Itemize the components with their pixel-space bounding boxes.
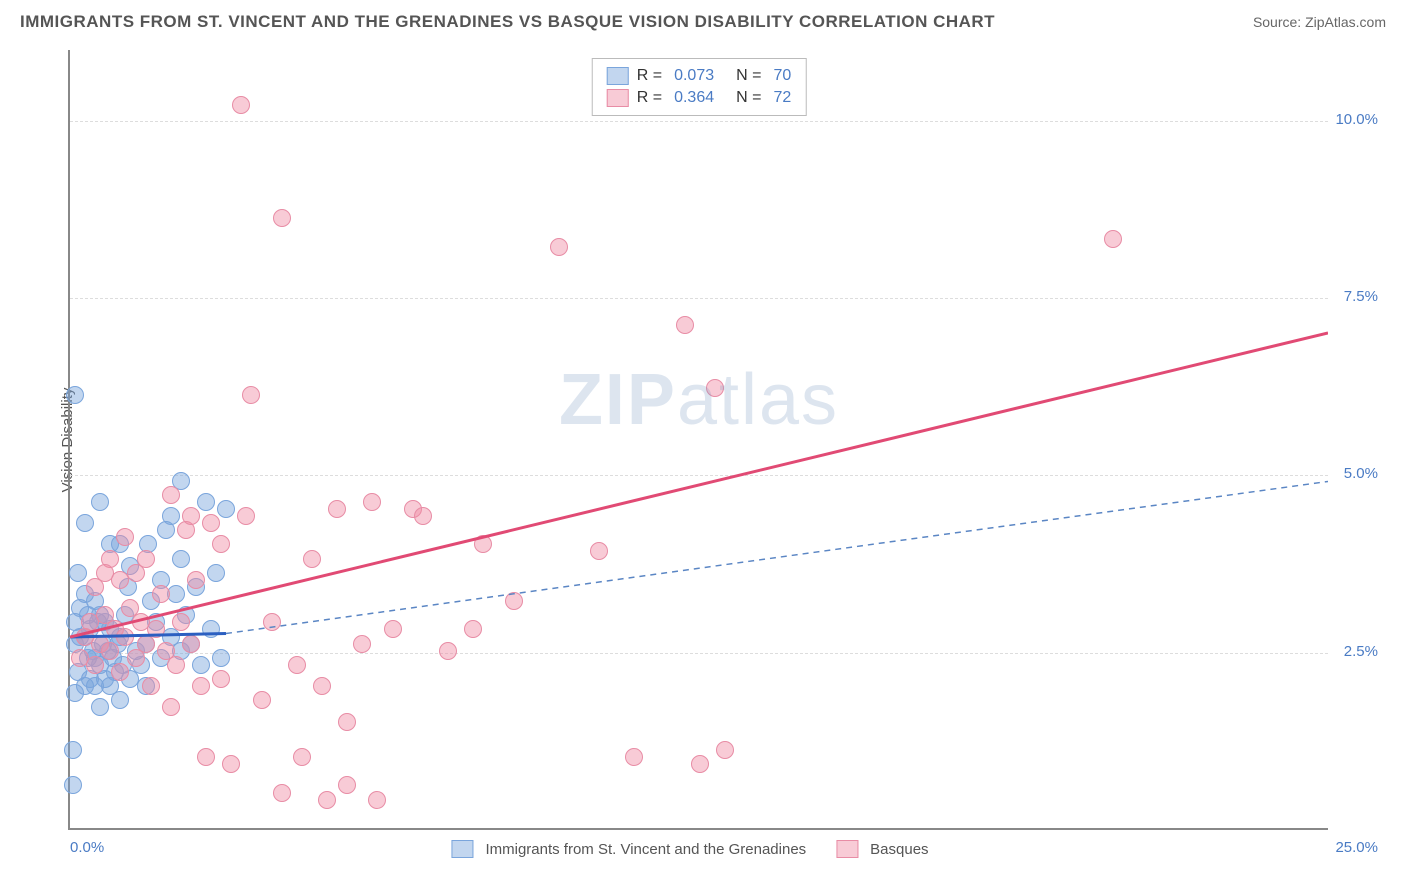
data-point <box>353 635 371 653</box>
legend-series-label: Basques <box>870 841 928 858</box>
data-point <box>147 620 165 638</box>
data-point <box>197 748 215 766</box>
data-point <box>716 741 734 759</box>
data-point <box>212 535 230 553</box>
legend-series-label: Immigrants from St. Vincent and the Gren… <box>485 841 806 858</box>
data-point <box>207 564 225 582</box>
data-point <box>162 486 180 504</box>
source-label: Source: ZipAtlas.com <box>1253 14 1386 30</box>
data-point <box>116 528 134 546</box>
data-point <box>111 663 129 681</box>
data-point <box>182 635 200 653</box>
data-point <box>338 713 356 731</box>
data-point <box>384 620 402 638</box>
data-point <box>237 507 255 525</box>
data-point <box>474 535 492 553</box>
data-point <box>91 493 109 511</box>
data-point <box>202 620 220 638</box>
data-point <box>111 691 129 709</box>
data-point <box>64 776 82 794</box>
data-point <box>273 209 291 227</box>
data-point <box>706 379 724 397</box>
data-point <box>253 691 271 709</box>
data-point <box>273 784 291 802</box>
y-tick-label: 2.5% <box>1344 643 1378 660</box>
chart-area: Vision Disability ZIPatlas R =0.073N =70… <box>50 50 1360 830</box>
legend-row: R =0.364N =72 <box>607 87 792 109</box>
gridline <box>70 121 1328 122</box>
data-point <box>414 507 432 525</box>
watermark: ZIPatlas <box>559 359 839 441</box>
data-point <box>691 755 709 773</box>
data-point <box>172 613 190 631</box>
data-point <box>293 748 311 766</box>
data-point <box>550 238 568 256</box>
data-point <box>86 656 104 674</box>
scatter-plot: ZIPatlas R =0.073N =70R =0.364N =72 0.0%… <box>68 50 1328 830</box>
data-point <box>142 677 160 695</box>
data-point <box>91 698 109 716</box>
data-point <box>162 698 180 716</box>
data-point <box>1104 230 1122 248</box>
data-point <box>76 514 94 532</box>
data-point <box>222 755 240 773</box>
data-point <box>303 550 321 568</box>
data-point <box>288 656 306 674</box>
x-tick-min: 0.0% <box>70 839 104 856</box>
gridline <box>70 475 1328 476</box>
data-point <box>127 564 145 582</box>
data-point <box>313 677 331 695</box>
data-point <box>217 500 235 518</box>
legend-swatch <box>836 840 858 858</box>
data-point <box>152 585 170 603</box>
data-point <box>328 500 346 518</box>
data-point <box>162 507 180 525</box>
data-point <box>590 542 608 560</box>
legend-swatch <box>607 67 629 85</box>
data-point <box>212 670 230 688</box>
data-point <box>464 620 482 638</box>
data-point <box>318 791 336 809</box>
data-point <box>676 316 694 334</box>
series-legend: Immigrants from St. Vincent and the Gren… <box>451 840 946 858</box>
trend-lines <box>70 50 1328 828</box>
data-point <box>66 386 84 404</box>
data-point <box>101 642 119 660</box>
data-point <box>232 96 250 114</box>
data-point <box>202 514 220 532</box>
gridline <box>70 653 1328 654</box>
legend-swatch <box>607 89 629 107</box>
chart-title: IMMIGRANTS FROM ST. VINCENT AND THE GREN… <box>20 12 995 32</box>
y-tick-label: 5.0% <box>1344 465 1378 482</box>
data-point <box>197 493 215 511</box>
x-tick-max: 25.0% <box>1335 839 1378 856</box>
data-point <box>192 677 210 695</box>
data-point <box>96 564 114 582</box>
data-point <box>182 507 200 525</box>
data-point <box>187 571 205 589</box>
data-point <box>64 741 82 759</box>
gridline <box>70 298 1328 299</box>
correlation-legend: R =0.073N =70R =0.364N =72 <box>592 58 807 116</box>
data-point <box>439 642 457 660</box>
data-point <box>505 592 523 610</box>
legend-swatch <box>451 840 473 858</box>
data-point <box>368 791 386 809</box>
data-point <box>69 564 87 582</box>
legend-row: R =0.073N =70 <box>607 65 792 87</box>
data-point <box>172 550 190 568</box>
data-point <box>363 493 381 511</box>
data-point <box>192 656 210 674</box>
data-point <box>242 386 260 404</box>
y-tick-label: 10.0% <box>1335 111 1378 128</box>
data-point <box>338 776 356 794</box>
data-point <box>167 656 185 674</box>
data-point <box>625 748 643 766</box>
data-point <box>212 649 230 667</box>
y-tick-label: 7.5% <box>1344 288 1378 305</box>
data-point <box>263 613 281 631</box>
data-point <box>116 628 134 646</box>
